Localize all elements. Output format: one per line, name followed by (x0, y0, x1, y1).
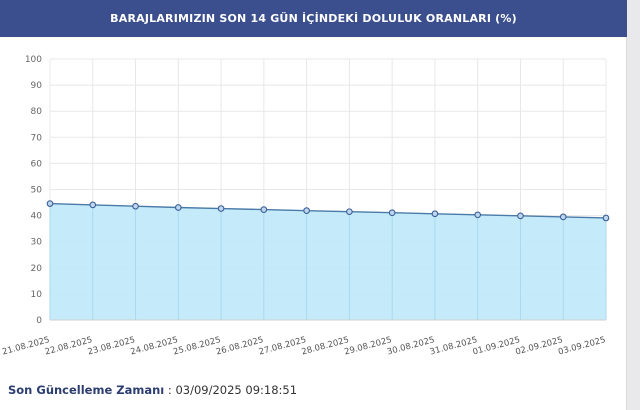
x-tick-label: 25.08.2025 (172, 335, 222, 357)
x-tick-label: 29.08.2025 (343, 335, 393, 357)
y-tick-label: 0 (36, 316, 42, 326)
data-point (602, 214, 610, 222)
data-point (132, 202, 139, 210)
x-tick-label: 03.09.2025 (557, 335, 607, 357)
y-tick-label: 10 (31, 290, 43, 300)
x-tick-label: 01.09.2025 (472, 335, 522, 357)
last-update: Son Güncelleme Zamanı : 03/09/2025 09:18… (8, 383, 297, 397)
chart-card (0, 37, 627, 410)
y-tick-label: 50 (31, 186, 43, 196)
data-point (474, 211, 482, 219)
data-point (431, 210, 439, 218)
data-point (388, 209, 396, 217)
last-update-value: 03/09/2025 09:18:51 (175, 383, 298, 397)
data-point (303, 207, 310, 214)
x-tick-label: 22.08.2025 (44, 335, 94, 357)
series-line (49, 202, 607, 219)
data-point (260, 206, 268, 213)
data-point (89, 201, 97, 209)
y-tick-label: 80 (31, 107, 43, 117)
y-tick-label: 90 (31, 81, 43, 91)
x-tick-label: 23.08.2025 (87, 335, 137, 357)
x-tick-label: 27.08.2025 (258, 335, 308, 357)
y-tick-label: 30 (31, 238, 43, 248)
scrollbar-track[interactable] (627, 0, 640, 410)
x-tick-label: 21.08.2025 (1, 335, 51, 357)
y-tick-label: 20 (31, 264, 43, 274)
x-tick-label: 31.08.2025 (429, 335, 479, 357)
last-update-label: Son Güncelleme Zamanı (8, 383, 165, 397)
last-update-separator: : (164, 383, 176, 397)
chart-header: BARAJLARIMIZIN SON 14 GÜN İÇİNDEKİ DOLUL… (0, 0, 627, 37)
data-point (217, 205, 225, 212)
x-tick-label: 24.08.2025 (129, 335, 179, 357)
data-point (346, 208, 353, 216)
data-point (517, 212, 524, 220)
x-tick-label: 28.08.2025 (301, 335, 351, 357)
y-tick-label: 40 (31, 212, 43, 222)
area-fill (50, 203, 606, 320)
y-tick-label: 60 (31, 159, 43, 169)
fill-rate-chart: 0 10 20 30 40 50 60 70 80 90 100 21.08.202522.08.20… (1, 55, 610, 357)
chart-title: BARAJLARIMIZIN SON 14 GÜN İÇİNDEKİ DOLUL… (110, 12, 517, 25)
data-point (46, 200, 54, 207)
y-tick-label: 70 (31, 133, 43, 143)
x-tick-label: 30.08.2025 (386, 335, 436, 357)
y-tick-label: 100 (25, 55, 42, 65)
x-tick-label: 26.08.2025 (215, 335, 265, 357)
data-point (174, 204, 182, 211)
data-point (559, 213, 567, 221)
x-tick-label: 02.09.2025 (514, 335, 564, 357)
